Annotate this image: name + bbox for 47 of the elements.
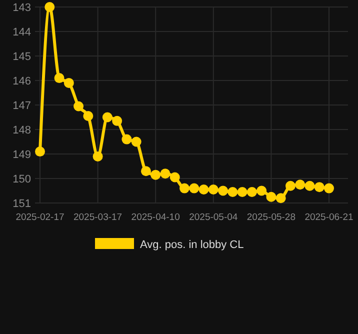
- y-tick-label: 145: [12, 50, 31, 63]
- point: [266, 192, 276, 202]
- point: [324, 183, 334, 194]
- point: [218, 186, 228, 196]
- point: [304, 180, 315, 191]
- point: [64, 78, 74, 88]
- legend-label: Avg. pos. in lobby CL: [140, 238, 244, 251]
- x-tick-label: 2025-02-17: [16, 212, 64, 223]
- x-tick-label: 2025-04-10: [131, 212, 180, 223]
- point: [314, 182, 324, 192]
- y-tick-label: 146: [12, 75, 31, 88]
- point: [140, 166, 151, 176]
- y-tick-label: 143: [12, 2, 31, 14]
- point: [131, 136, 142, 147]
- point: [74, 101, 84, 112]
- point: [237, 186, 248, 197]
- x-tick-label: 2025-05-28: [246, 212, 296, 223]
- y-tick-label: 148: [12, 124, 31, 136]
- point: [276, 193, 286, 204]
- x-tick-label: 2025-03-17: [73, 212, 122, 223]
- y-tick-label: 151: [12, 198, 31, 210]
- point: [150, 170, 161, 180]
- point: [198, 184, 209, 195]
- x-tick-label: 2025-05-04: [189, 212, 238, 223]
- point: [170, 172, 180, 182]
- x-tick-label: 2025-06-21: [304, 212, 354, 223]
- point: [112, 116, 122, 126]
- y-tick-label: 147: [12, 100, 31, 112]
- point: [295, 180, 306, 190]
- point: [44, 2, 55, 12]
- y-tick-label: 149: [12, 148, 31, 161]
- point: [189, 183, 200, 194]
- point: [228, 186, 238, 197]
- point: [102, 112, 112, 122]
- point: [208, 184, 218, 195]
- point: [92, 151, 103, 162]
- point: [83, 111, 94, 122]
- point: [54, 73, 64, 84]
- point: [160, 168, 170, 179]
- y-tick-label: 150: [12, 173, 31, 186]
- point: [180, 183, 190, 194]
- point: [256, 186, 267, 196]
- point: [246, 186, 257, 197]
- y-tick-label: 144: [12, 26, 31, 38]
- point: [122, 134, 132, 144]
- point: [285, 180, 296, 191]
- point: [35, 146, 45, 157]
